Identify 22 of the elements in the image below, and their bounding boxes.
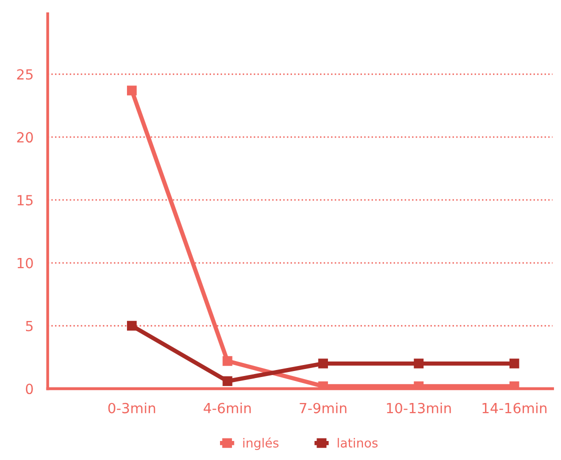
point	[318, 381, 328, 389]
y-tick-label: 20	[17, 132, 33, 143]
point	[222, 376, 232, 386]
point	[509, 381, 520, 389]
x-tick-label: 7-9min	[300, 402, 346, 414]
y-tick-label: 5	[26, 320, 33, 332]
point	[318, 358, 328, 368]
y-tick-label: 15	[18, 195, 33, 206]
point	[126, 86, 137, 96]
x-tick-label: 0-3min	[108, 402, 156, 414]
point	[414, 358, 424, 368]
y-tick-label: 10	[18, 258, 33, 268]
y-tick-label: 0	[26, 384, 33, 394]
point	[509, 358, 520, 368]
legend-label: latinos	[338, 438, 378, 448]
legend-label: inglés	[243, 437, 278, 450]
point	[222, 356, 232, 366]
y-tick-label: 25	[17, 69, 33, 80]
x-tick-label: 14-16min	[482, 402, 546, 414]
x-tick-label: 10-13min	[386, 402, 451, 414]
point	[126, 320, 137, 331]
x-tick-label: 4-6min	[204, 402, 251, 414]
